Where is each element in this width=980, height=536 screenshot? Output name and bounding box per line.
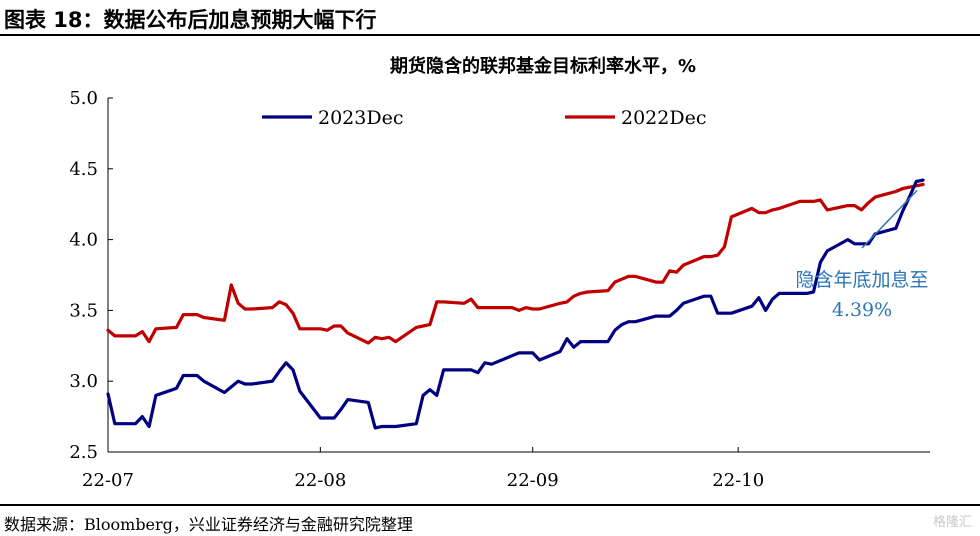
chart-title: 期货隐含的联邦基金目标利率水平，%: [389, 56, 697, 77]
y-tick-label: 4.0: [69, 230, 98, 251]
bottom-rule: [0, 504, 980, 506]
watermark-text: 格隆汇: [932, 515, 972, 530]
top-rule: [0, 34, 980, 36]
x-tick-label: 22-08: [294, 470, 346, 491]
figure-title: 图表 18：数据公布后加息预期大幅下行: [4, 8, 377, 32]
line-chart: 5.0 4.5 4.0 3.5 3.0 2.5 22-07 22-08 22-09 22-10 20…: [69, 88, 930, 491]
y-tick-label: 3.5: [69, 300, 98, 321]
x-tick-label: 22-09: [507, 470, 559, 491]
annotation-arrow: [861, 189, 918, 249]
legend-label-2022Dec: 2022Dec: [621, 107, 706, 129]
annotation-text-line2: 4.39%: [832, 299, 892, 321]
series-line-2023Dec: [106, 178, 925, 430]
annotation-text-line1: 隐含年底加息至: [795, 269, 928, 291]
figure-header: 图表 18：数据公布后加息预期大幅下行: [0, 0, 980, 36]
y-tick-label: 5.0: [69, 88, 98, 109]
y-tick-label: 2.5: [69, 442, 98, 463]
source-note: 数据来源：Bloomberg，兴业证券经济与金融研究院整理: [4, 515, 413, 534]
x-tick-label: 22-07: [82, 470, 134, 491]
series-line-2022Dec: [106, 182, 925, 345]
y-tick-label: 4.5: [69, 159, 98, 180]
x-tick-label: 22-10: [712, 470, 764, 491]
watermark: 格隆汇: [933, 511, 972, 530]
y-tick-label: 3.0: [69, 371, 98, 392]
legend-label-2023Dec: 2023Dec: [318, 107, 403, 129]
